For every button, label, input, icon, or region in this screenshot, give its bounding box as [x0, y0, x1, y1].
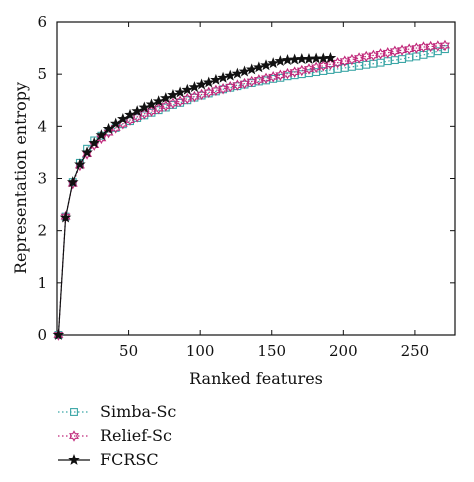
data-point: [440, 39, 450, 52]
data-point: [245, 63, 258, 75]
data-point: [261, 72, 271, 85]
data-point: [304, 63, 314, 75]
plot-frame: [56, 21, 456, 336]
data-point: [231, 67, 244, 79]
data-point: [81, 146, 93, 158]
data-point: [253, 74, 264, 86]
data-point: [238, 65, 251, 77]
data-point: [53, 329, 64, 341]
y-tick-label: 1: [37, 274, 47, 292]
data-point: [224, 69, 236, 81]
data-point: [131, 105, 143, 117]
data-point: [59, 211, 72, 223]
data-point: [324, 51, 337, 63]
data-point: [181, 83, 194, 95]
data-point: [88, 136, 100, 148]
x-tick-label: 100: [186, 342, 215, 360]
legend-item: FCRSC: [58, 450, 159, 469]
data-point: [281, 54, 294, 65]
y-tick-label: 6: [37, 13, 47, 31]
data-point: [145, 98, 158, 110]
data-point: [354, 52, 365, 64]
y-tick-label: 4: [37, 117, 47, 135]
data-point: [52, 328, 65, 340]
data-point: [217, 71, 229, 83]
x-tick-label: 200: [329, 342, 358, 360]
axis-ticks: 50 100 150 200 250 0 1 2 3 4 5 6: [37, 13, 455, 360]
data-point: [188, 81, 201, 93]
series-line: [57, 48, 446, 336]
series-layer: [52, 39, 450, 341]
y-tick-label: 2: [37, 222, 47, 240]
legend-label: FCRSC: [100, 450, 159, 469]
x-axis-label: Ranked features: [189, 369, 323, 388]
data-point: [267, 57, 279, 69]
data-point: [66, 176, 79, 188]
data-point: [203, 76, 215, 88]
legend: Simba-Sc Relief-Sc FCRSC: [58, 402, 176, 469]
data-point: [210, 73, 222, 85]
data-point: [102, 122, 115, 134]
legend-label: Relief-Sc: [100, 426, 172, 445]
data-point: [133, 114, 142, 122]
series-fcrsc: [52, 51, 337, 340]
data-point: [288, 53, 301, 65]
legend-item: Relief-Sc: [58, 426, 172, 445]
series-simba-sc: [54, 45, 449, 339]
data-point: [174, 86, 186, 98]
data-point: [303, 52, 315, 64]
data-point: [346, 53, 357, 66]
x-tick-label: 250: [401, 342, 430, 360]
data-point: [89, 139, 100, 151]
series-line: [57, 44, 446, 336]
y-axis-label: Representation entropy: [11, 82, 30, 274]
y-tick-label: 5: [37, 65, 47, 83]
data-point: [117, 112, 129, 124]
data-point: [275, 69, 286, 81]
data-point: [124, 108, 136, 120]
data-point: [232, 79, 243, 91]
data-point: [167, 88, 179, 100]
data-point: [311, 61, 322, 74]
legend-marker: [70, 408, 78, 416]
data-point: [225, 80, 236, 93]
data-point: [195, 78, 208, 90]
legend-marker: [68, 453, 80, 465]
series-relief-sc: [53, 39, 450, 341]
legend-label: Simba-Sc: [100, 402, 176, 421]
data-point: [326, 66, 335, 74]
y-tick-label: 0: [37, 326, 47, 344]
data-point: [109, 117, 122, 129]
data-point: [210, 84, 221, 97]
data-point: [138, 101, 151, 113]
x-tick-label: 150: [257, 342, 286, 360]
legend-marker: [69, 430, 79, 442]
data-point: [260, 59, 272, 71]
x-tick-label: 50: [119, 342, 138, 360]
data-point: [274, 55, 287, 67]
data-point: [190, 93, 199, 102]
data-point: [74, 158, 86, 170]
data-point: [160, 92, 172, 104]
data-point: [96, 132, 107, 145]
data-point: [197, 91, 206, 100]
data-point: [253, 61, 265, 73]
y-tick-label: 3: [37, 170, 47, 188]
legend-item: Simba-Sc: [58, 402, 176, 421]
data-point: [152, 95, 165, 107]
series-line: [57, 57, 331, 336]
